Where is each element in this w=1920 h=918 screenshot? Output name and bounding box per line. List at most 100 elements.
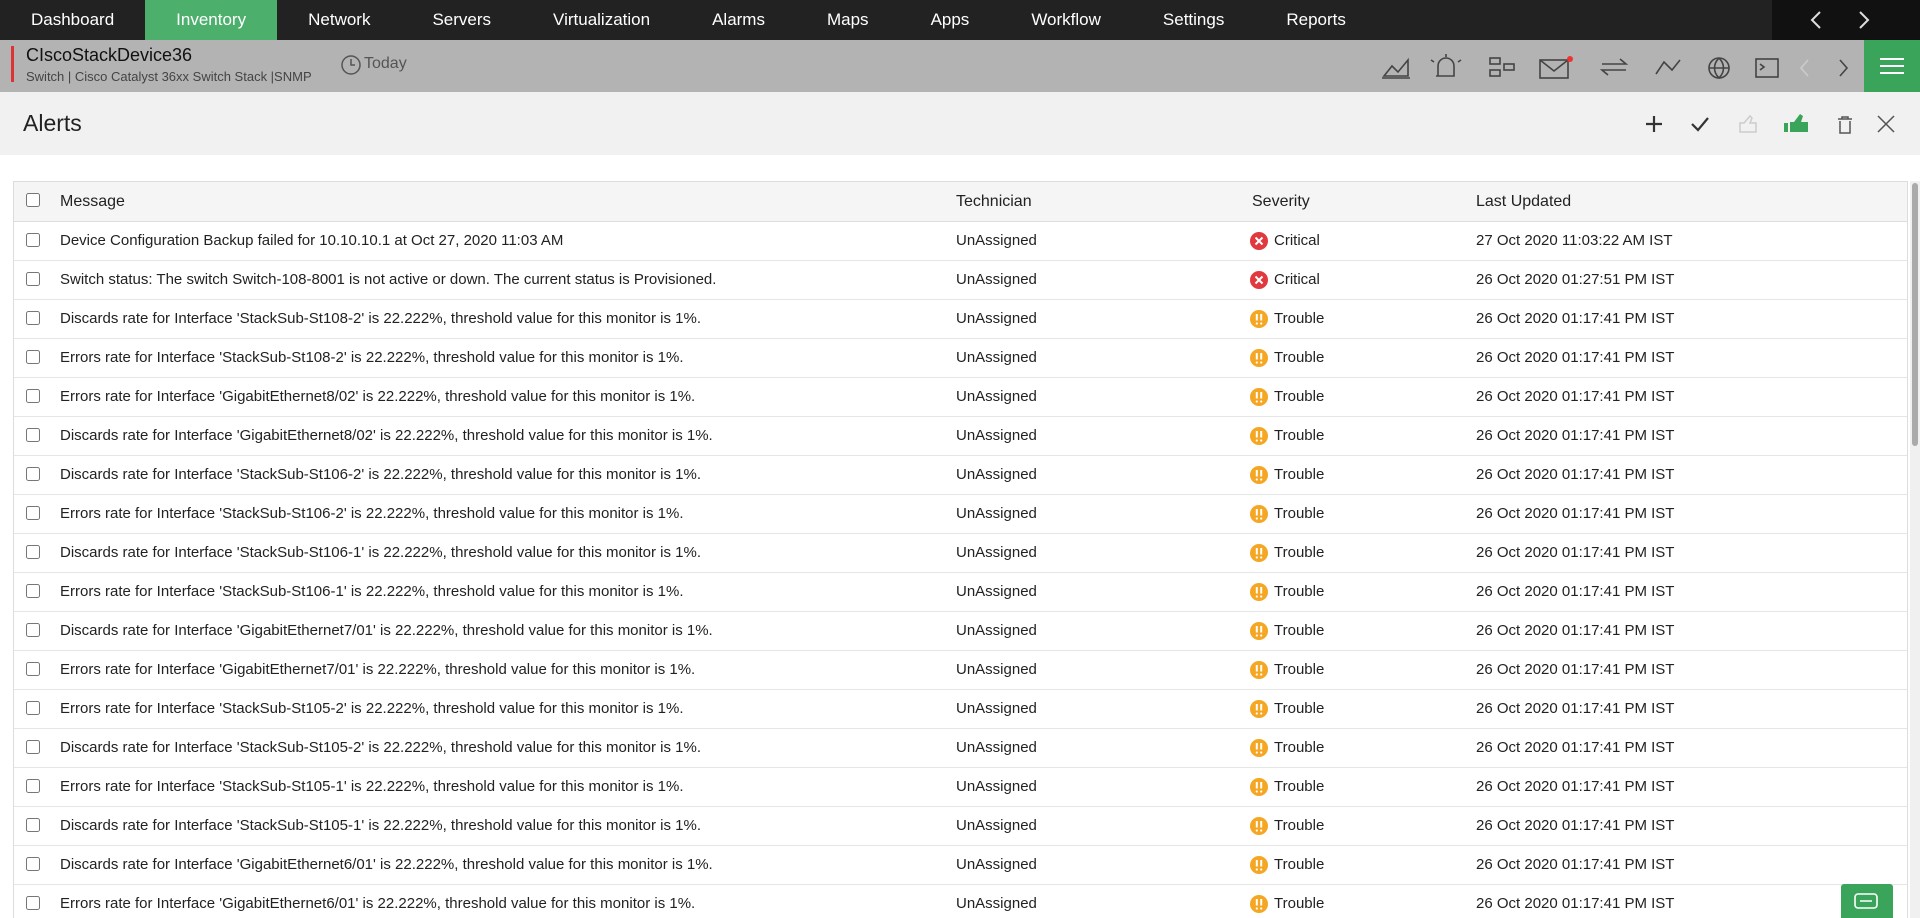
column-header: Message (60, 193, 125, 210)
message: Errors rate for Interface 'StackSub-St10… (60, 778, 684, 795)
table-row: Discards rate for Interface 'StackSub-St… (14, 300, 1907, 339)
technician: UnAssigned (956, 271, 1037, 288)
nav-item[interactable]: Servers (432, 10, 492, 29)
table-row: Errors rate for Interface 'StackSub-St10… (14, 495, 1907, 534)
severity: Trouble (1250, 846, 1324, 884)
row-checkbox[interactable] (26, 701, 40, 715)
last-updated: 26 Oct 2020 01:17:41 PM IST (1476, 622, 1675, 639)
table-row: Discards rate for Interface 'StackSub-St… (14, 807, 1907, 846)
nav-item[interactable]: Reports (1286, 10, 1346, 29)
scrollbar[interactable] (1910, 181, 1920, 918)
severity: Trouble (1250, 573, 1324, 611)
period[interactable]: Today (364, 55, 407, 72)
row-checkbox[interactable] (26, 467, 40, 481)
row-checkbox[interactable] (26, 311, 40, 325)
message: Switch status: The switch Switch-108-800… (60, 271, 717, 288)
row-checkbox[interactable] (26, 584, 40, 598)
message: Device Configuration Backup failed for 1… (60, 232, 564, 249)
message: Errors rate for Interface 'GigabitEthern… (60, 388, 696, 405)
table-row: Discards rate for Interface 'GigabitEthe… (14, 612, 1907, 651)
last-updated: 26 Oct 2020 01:17:41 PM IST (1476, 310, 1675, 327)
nav-item[interactable]: Apps (930, 10, 970, 29)
message: Discards rate for Interface 'GigabitEthe… (60, 622, 713, 639)
row-checkbox[interactable] (26, 740, 40, 754)
row-checkbox[interactable] (26, 389, 40, 403)
table-row: Device Configuration Backup failed for 1… (14, 222, 1907, 261)
device-bar: CIscoStackDevice36 Switch | Cisco Cataly… (0, 40, 1920, 92)
column-header: Last Updated (1476, 193, 1572, 210)
nav-arrows[interactable] (1772, 0, 1920, 40)
severity-icon (1250, 505, 1268, 523)
severity-icon (1250, 310, 1268, 328)
status-bar (11, 46, 14, 82)
severity-icon (1250, 427, 1268, 445)
row-checkbox[interactable] (26, 857, 40, 871)
menu-button[interactable] (1864, 40, 1920, 92)
message: Errors rate for Interface 'GigabitEthern… (60, 661, 696, 678)
row-checkbox[interactable] (26, 662, 40, 676)
last-updated: 26 Oct 2020 01:17:41 PM IST (1476, 544, 1675, 561)
row-checkbox[interactable] (26, 272, 40, 286)
nav-item[interactable]: Network (308, 10, 371, 29)
severity: Trouble (1250, 534, 1324, 572)
severity: Trouble (1250, 729, 1324, 767)
table-row: Discards rate for Interface 'StackSub-St… (14, 729, 1907, 768)
table-row: Errors rate for Interface 'StackSub-St10… (14, 339, 1907, 378)
table-row: Errors rate for Interface 'StackSub-St10… (14, 573, 1907, 612)
table-row: Discards rate for Interface 'GigabitEthe… (14, 417, 1907, 456)
technician: UnAssigned (956, 817, 1037, 834)
row-checkbox[interactable] (26, 233, 40, 247)
severity-icon (1250, 583, 1268, 601)
severity-icon (1250, 739, 1268, 757)
last-updated: 26 Oct 2020 01:17:41 PM IST (1476, 505, 1675, 522)
technician: UnAssigned (956, 505, 1037, 522)
row-checkbox[interactable] (26, 818, 40, 832)
column-header: Severity (1252, 193, 1310, 210)
panel-header: Alerts (0, 92, 1920, 155)
severity: Critical (1250, 222, 1320, 260)
row-checkbox[interactable] (26, 506, 40, 520)
row-checkbox[interactable] (26, 350, 40, 364)
nav-item[interactable]: Alarms (712, 10, 765, 29)
last-updated: 26 Oct 2020 01:17:41 PM IST (1476, 661, 1675, 678)
top-nav: Dashboard Inventory Network Servers Virtuali… (0, 0, 1920, 40)
table-row: Switch status: The switch Switch-108-800… (14, 261, 1907, 300)
table-row: Errors rate for Interface 'GigabitEthern… (14, 885, 1907, 918)
table-row: Discards rate for Interface 'GigabitEthe… (14, 846, 1907, 885)
panel-actions[interactable] (1640, 110, 1910, 138)
last-updated: 26 Oct 2020 01:17:41 PM IST (1476, 856, 1675, 873)
last-updated: 26 Oct 2020 01:17:41 PM IST (1476, 895, 1675, 912)
select-all-checkbox[interactable] (26, 193, 40, 207)
row-checkbox[interactable] (26, 545, 40, 559)
table-row: Errors rate for Interface 'StackSub-St10… (14, 690, 1907, 729)
nav-item[interactable]: Maps (826, 10, 869, 29)
nav-item[interactable]: Dashboard (31, 10, 115, 29)
device-toolbar[interactable] (1380, 52, 1860, 82)
row-checkbox[interactable] (26, 896, 40, 910)
nav-item[interactable]: Inventory (145, 0, 278, 40)
row-checkbox[interactable] (26, 428, 40, 442)
alerts-table: Message Technician Severity Last Updated Dev… (13, 181, 1908, 918)
row-checkbox[interactable] (26, 623, 40, 637)
last-updated: 26 Oct 2020 01:17:41 PM IST (1476, 583, 1675, 600)
message: Discards rate for Interface 'StackSub-St… (60, 310, 702, 327)
nav-item[interactable]: Virtualization (553, 10, 651, 29)
severity: Trouble (1250, 417, 1324, 455)
nav-item[interactable]: Workflow (1031, 10, 1101, 29)
last-updated: 26 Oct 2020 01:17:41 PM IST (1476, 427, 1675, 444)
severity-icon (1250, 544, 1268, 562)
table-row: Discards rate for Interface 'StackSub-St… (14, 456, 1907, 495)
message: Errors rate for Interface 'StackSub-St10… (60, 505, 684, 522)
severity-icon (1250, 778, 1268, 796)
device-name: CIscoStackDevice36 (26, 45, 193, 65)
last-updated: 26 Oct 2020 01:17:41 PM IST (1476, 349, 1675, 366)
severity-icon (1250, 466, 1268, 484)
nav-item[interactable]: Settings (1162, 10, 1225, 29)
table-row: Errors rate for Interface 'GigabitEthern… (14, 651, 1907, 690)
scroll-thumb[interactable] (1912, 183, 1918, 446)
technician: UnAssigned (956, 856, 1037, 873)
chat-button[interactable] (1841, 884, 1893, 918)
severity: Trouble (1250, 495, 1324, 533)
severity: Trouble (1250, 456, 1324, 494)
row-checkbox[interactable] (26, 779, 40, 793)
